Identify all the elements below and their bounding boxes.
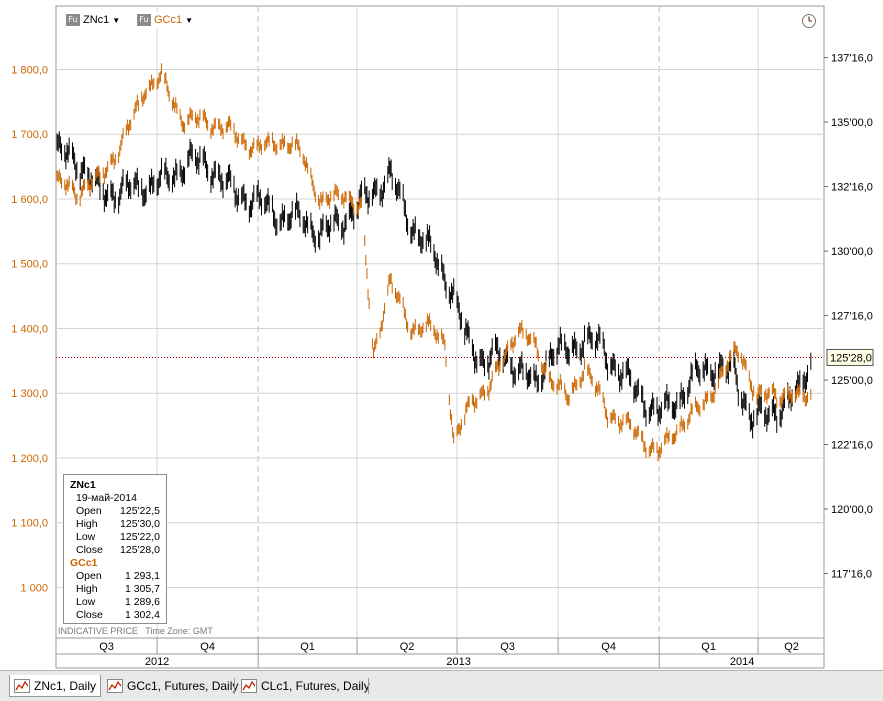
info-label: Close: [76, 544, 103, 556]
line-chart-icon: [14, 678, 30, 693]
quarter-label: Q1: [701, 641, 716, 653]
info-value: 125'22,0: [120, 531, 160, 543]
info-row: High 1 305,7: [70, 583, 160, 596]
tab-znc1-daily[interactable]: ZNc1, Daily: [9, 675, 102, 697]
clock-icon[interactable]: [801, 13, 817, 29]
info-value: 125'28,0: [120, 544, 160, 556]
year-label: 2013: [446, 656, 470, 668]
left-axis-tick-label: 1 400,0: [11, 323, 48, 335]
info-label: Open: [76, 505, 102, 517]
reference-value-box: [826, 348, 874, 366]
left-axis-tick-label: 1 000: [20, 582, 48, 594]
info-label: High: [76, 583, 98, 595]
right-axis-tick-label: 127'16,0: [831, 311, 873, 323]
right-axis-tick-label: 137'16,0: [831, 53, 873, 65]
right-axis-tick-label: 130'00,0: [831, 246, 873, 258]
info-value: 125'30,0: [120, 518, 160, 530]
tab-separator: [234, 678, 235, 694]
info-label: Low: [76, 596, 96, 608]
info-label: High: [76, 518, 98, 530]
info-row: Low 125'22,0: [70, 531, 160, 544]
chevron-down-icon[interactable]: ▼: [185, 15, 194, 25]
indicative-note: INDICATIVE PRICE Time Zone: GMT: [58, 626, 213, 636]
info-label: Open: [76, 570, 102, 582]
info-label: Low: [76, 531, 96, 543]
quarter-label: Q3: [99, 641, 114, 653]
quarter-label: Q1: [300, 641, 315, 653]
tab-clc1-futures-daily[interactable]: CLc1, Futures, Daily: [237, 675, 374, 697]
indicative-price-label: INDICATIVE PRICE: [58, 626, 138, 636]
right-axis-tick-label: 125'00,0: [831, 375, 873, 387]
price-chart[interactable]: 1 000 1 100,0 1 200,0 1 300,0 1 400,0 1 500,0…: [0, 0, 883, 670]
right-axis-tick-label: 122'16,0: [831, 440, 873, 452]
left-axis-tick-label: 1 300,0: [11, 388, 48, 400]
chevron-down-icon[interactable]: ▼: [112, 15, 121, 25]
left-axis-tick-label: 1 100,0: [11, 518, 48, 530]
chart-tab-bar: ZNc1, Daily GCc1, Futures, Daily CLc1, F…: [0, 670, 883, 701]
tab-separator: [368, 678, 369, 694]
timezone-label: Time Zone: GMT: [145, 626, 213, 636]
left-axis-tick-label: 1 600,0: [11, 194, 48, 206]
right-axis-tick-label: 117'16,0: [831, 569, 872, 581]
tab-label: CLc1, Futures, Daily: [261, 679, 370, 693]
info-row: Open 1 293,1: [70, 570, 160, 583]
info-row: Low 1 289,6: [70, 596, 160, 609]
info-date: 19-май-2014: [76, 492, 137, 504]
series-gcc1: [56, 63, 812, 462]
quarter-label: Q4: [200, 641, 215, 653]
tab-label: ZNc1, Daily: [34, 678, 97, 693]
info-symbol-gc: GCc1: [70, 557, 98, 569]
quarter-label: Q3: [500, 641, 515, 653]
year-label: 2014: [730, 656, 754, 668]
info-value: 1 305,7: [124, 583, 160, 595]
tab-gcc1-futures-daily[interactable]: GCc1, Futures, Daily: [103, 675, 242, 697]
info-value: 1 293,1: [124, 570, 160, 582]
info-value: 1 289,6: [124, 596, 160, 608]
legend-symbol-gc-label: GCc1: [154, 14, 183, 26]
quarter-label: Q2: [400, 641, 415, 653]
legend-symbol-zn[interactable]: Fu ZNc1 ▼: [66, 12, 121, 28]
legend-symbol-zn-label: ZNc1: [83, 14, 110, 26]
futures-icon: Fu: [137, 14, 151, 26]
chart-frame: 1 000 1 100,0 1 200,0 1 300,0 1 400,0 1 500,0…: [0, 0, 883, 670]
info-symbol-zn: ZNc1: [70, 479, 96, 491]
legend-symbol-gc[interactable]: Fu GCc1 ▼: [137, 12, 194, 28]
left-axis-tick-label: 1 700,0: [11, 129, 48, 141]
ohlc-info-box: ZNc1 19-май-2014 Open 125'22,5 High 125'30…: [63, 474, 167, 624]
plot-area: [55, 5, 825, 639]
left-axis-tick-label: 1 200,0: [11, 453, 48, 465]
info-row: High 125'30,0: [70, 518, 160, 531]
year-label: 2012: [145, 656, 169, 668]
right-axis-tick-label: 120'00,0: [831, 504, 873, 516]
right-axis-tick-label: 132'16,0: [831, 182, 873, 194]
tab-separator: [100, 678, 101, 694]
info-value: 1 302,4: [124, 609, 160, 621]
left-axis-tick-label: 1 500,0: [11, 259, 48, 271]
line-chart-icon: [241, 679, 257, 693]
futures-icon: Fu: [66, 14, 80, 26]
info-value: 125'22,5: [120, 505, 160, 517]
info-row: Close 125'28,0: [70, 544, 160, 557]
info-label: Close: [76, 609, 103, 621]
line-chart-icon: [107, 679, 123, 693]
reference-value-label: 125'28,0: [830, 352, 872, 364]
info-row: Open 125'22,5: [70, 505, 160, 518]
quarter-label: Q2: [784, 641, 799, 653]
info-row: Close 1 302,4: [70, 609, 160, 622]
right-axis-tick-label: 135'00,0: [831, 117, 873, 129]
quarter-label: Q4: [601, 641, 616, 653]
tab-label: GCc1, Futures, Daily: [127, 679, 239, 693]
left-axis-tick-label: 1 800,0: [11, 64, 48, 76]
x-axis-band: [55, 637, 825, 669]
